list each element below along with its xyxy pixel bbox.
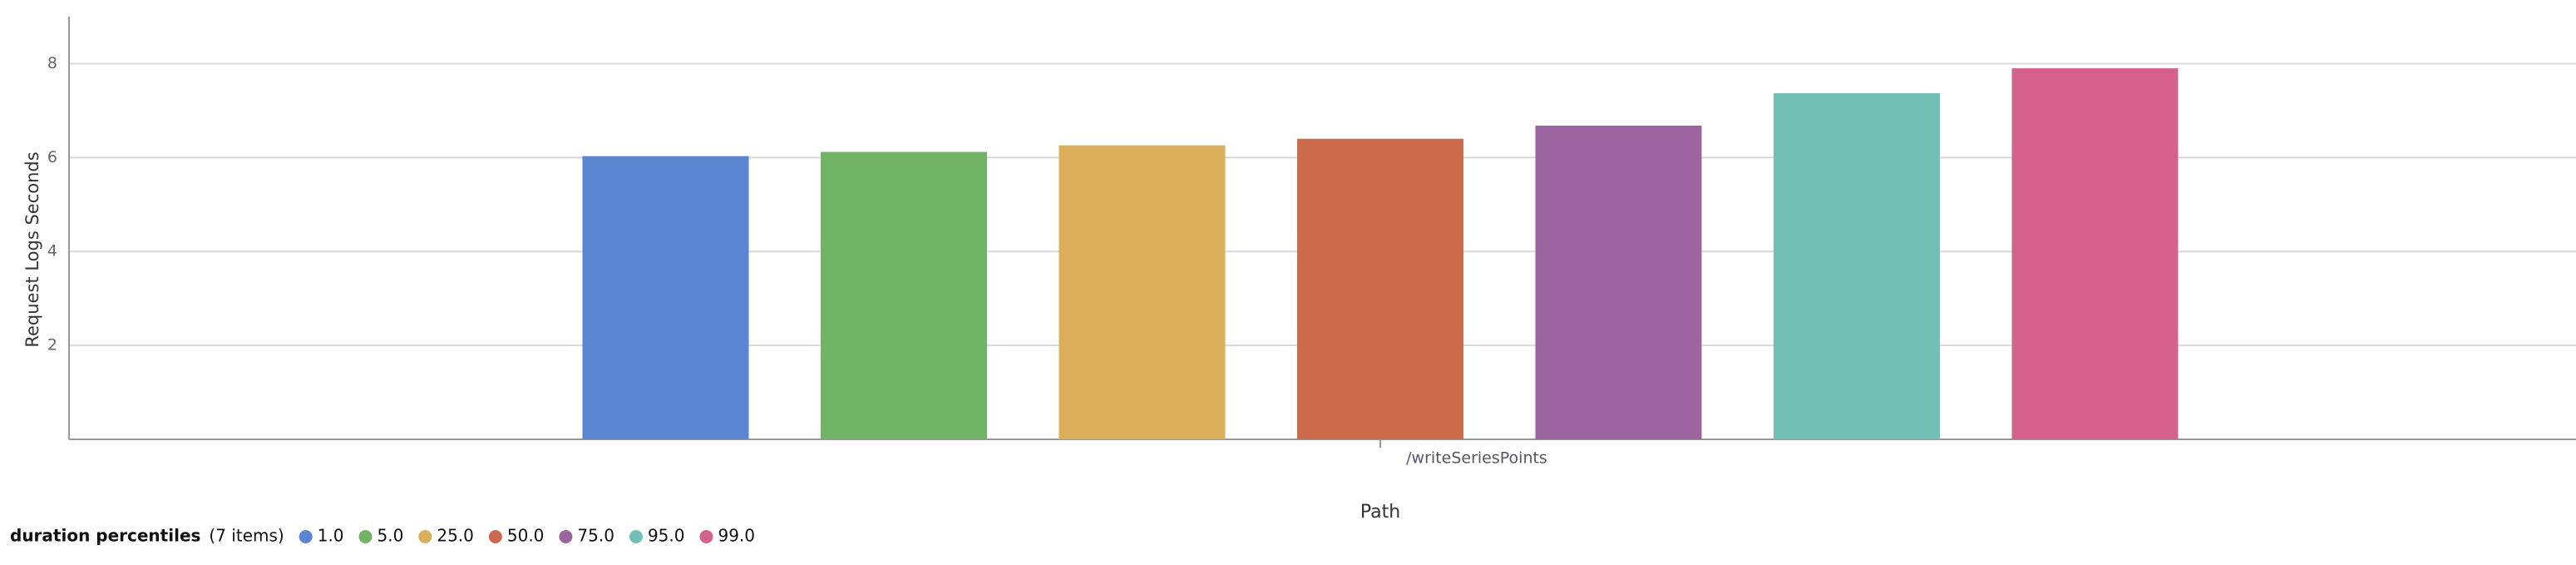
x-tick-label: /writeSeriesPoints (1406, 449, 1547, 468)
bar (1059, 145, 1226, 439)
y-tick-label: 4 (47, 242, 57, 260)
legend-title: duration percentiles (10, 526, 200, 546)
legend-swatch (488, 530, 502, 543)
legend-label: 95.0 (648, 526, 685, 546)
bar (1297, 138, 1463, 439)
legend-label: 1.0 (318, 526, 344, 546)
y-tick-label: 6 (47, 148, 57, 166)
bar (1774, 93, 1940, 439)
legend-swatch (358, 530, 373, 543)
bar (582, 156, 749, 439)
legend-label: 75.0 (577, 526, 614, 546)
legend-swatch (559, 530, 573, 543)
legend-swatch (699, 530, 713, 543)
legend-swatch (299, 530, 313, 543)
y-axis-label: Request Logs Seconds (22, 151, 42, 347)
bar (821, 151, 987, 439)
legend-label: 99.0 (718, 526, 755, 546)
legend-label: 5.0 (378, 526, 404, 546)
x-axis-label: Path (1360, 502, 1400, 523)
y-tick-label: 8 (47, 54, 57, 72)
y-tick-label: 2 (47, 336, 57, 354)
legend-label: 25.0 (437, 526, 474, 546)
legend-count: (7 items) (209, 526, 284, 546)
legend-swatch (418, 530, 432, 543)
legend-swatch (629, 530, 643, 543)
bar (2011, 68, 2179, 439)
legend-label: 50.0 (507, 526, 545, 546)
bar (1535, 125, 1702, 439)
